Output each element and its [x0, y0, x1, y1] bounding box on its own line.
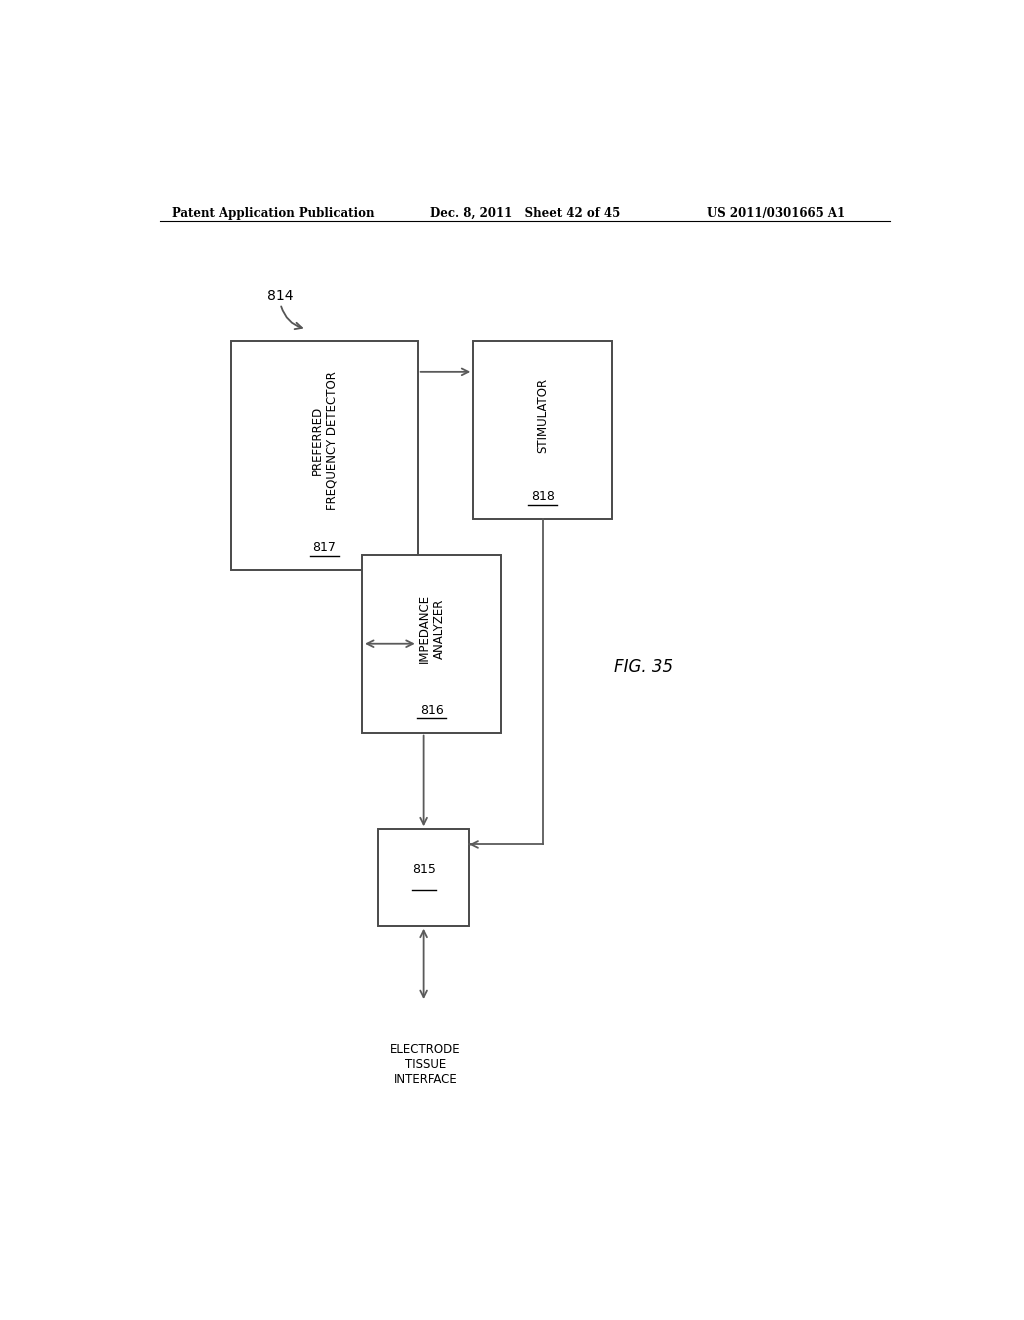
Text: Dec. 8, 2011   Sheet 42 of 45: Dec. 8, 2011 Sheet 42 of 45 — [430, 207, 620, 220]
Text: STIMULATOR: STIMULATOR — [537, 378, 549, 453]
Text: IMPEDANCE
ANALYZER: IMPEDANCE ANALYZER — [418, 594, 445, 663]
Text: 818: 818 — [530, 490, 555, 503]
Text: ELECTRODE
TISSUE
INTERFACE: ELECTRODE TISSUE INTERFACE — [390, 1043, 461, 1085]
Text: 814: 814 — [267, 289, 294, 302]
Text: US 2011/0301665 A1: US 2011/0301665 A1 — [708, 207, 846, 220]
Text: 815: 815 — [412, 863, 435, 876]
Text: PREFERRED
FREQUENCY DETECTOR: PREFERRED FREQUENCY DETECTOR — [310, 371, 338, 510]
Bar — [362, 554, 501, 733]
Text: Patent Application Publication: Patent Application Publication — [172, 207, 374, 220]
Bar — [231, 342, 418, 570]
Text: 816: 816 — [420, 704, 443, 717]
Bar — [473, 342, 612, 519]
Text: FIG. 35: FIG. 35 — [614, 657, 674, 676]
Bar — [378, 829, 469, 925]
Text: 817: 817 — [312, 541, 336, 554]
